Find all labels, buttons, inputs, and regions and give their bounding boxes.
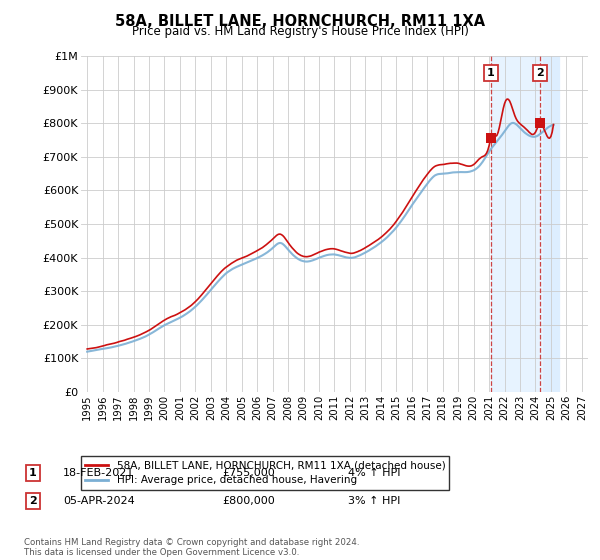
Text: Contains HM Land Registry data © Crown copyright and database right 2024.
This d: Contains HM Land Registry data © Crown c… (24, 538, 359, 557)
Legend: 58A, BILLET LANE, HORNCHURCH, RM11 1XA (detached house), HPI: Average price, det: 58A, BILLET LANE, HORNCHURCH, RM11 1XA (… (81, 456, 449, 489)
Text: 18-FEB-2021: 18-FEB-2021 (63, 468, 134, 478)
Bar (543, 56, 559, 392)
Bar (491, 56, 559, 392)
Text: 1: 1 (487, 68, 495, 78)
Text: 1: 1 (29, 468, 37, 478)
Bar (543, 56, 559, 392)
Text: 4% ↑ HPI: 4% ↑ HPI (348, 468, 401, 478)
Text: 3% ↑ HPI: 3% ↑ HPI (348, 496, 400, 506)
Text: 05-APR-2024: 05-APR-2024 (63, 496, 135, 506)
Text: £800,000: £800,000 (222, 496, 275, 506)
Text: £755,000: £755,000 (222, 468, 275, 478)
Text: 58A, BILLET LANE, HORNCHURCH, RM11 1XA: 58A, BILLET LANE, HORNCHURCH, RM11 1XA (115, 14, 485, 29)
Text: Price paid vs. HM Land Registry's House Price Index (HPI): Price paid vs. HM Land Registry's House … (131, 25, 469, 38)
Text: 2: 2 (536, 68, 544, 78)
Text: 2: 2 (29, 496, 37, 506)
